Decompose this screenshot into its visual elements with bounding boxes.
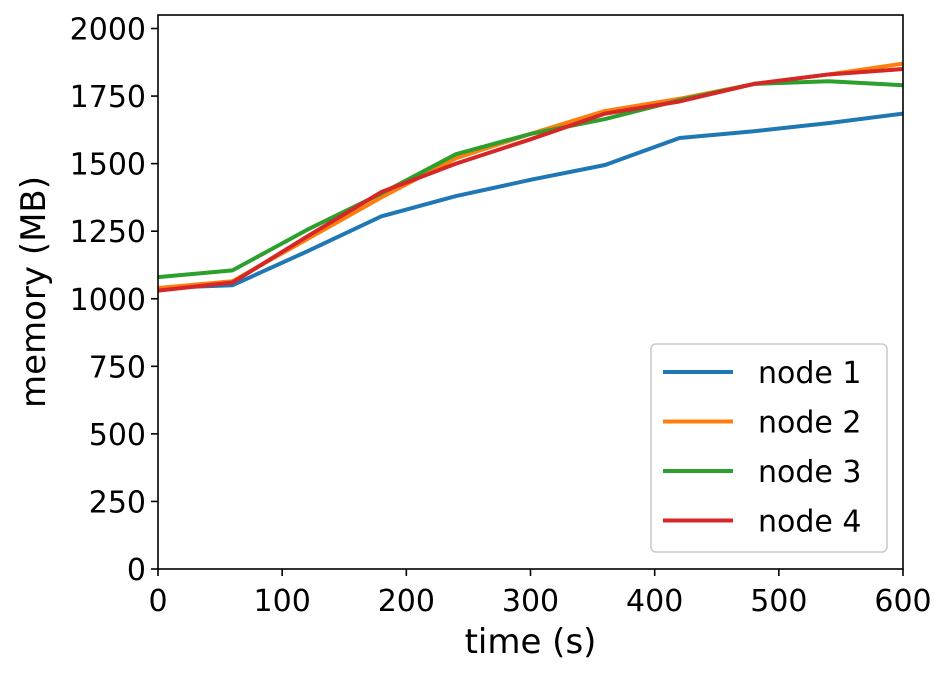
y-tick-label: 0 — [127, 553, 146, 588]
legend-label-node-4: node 4 — [758, 505, 862, 540]
y-axis-title: memory (MB) — [14, 176, 54, 408]
x-tick-label: 100 — [254, 584, 311, 619]
series-line-node-3 — [157, 79, 904, 280]
legend-label-node-3: node 3 — [758, 455, 862, 490]
series-lines — [157, 61, 904, 293]
y-tick-label: 1250 — [70, 215, 146, 250]
plot-frame — [157, 14, 904, 570]
y-tick-label: 2000 — [70, 13, 146, 48]
y-tick-label: 500 — [89, 418, 146, 453]
legend-label-node-1: node 1 — [758, 356, 862, 391]
legend-label-node-2: node 2 — [758, 406, 862, 441]
x-tick-label: 300 — [502, 584, 559, 619]
x-tick-label: 0 — [148, 584, 167, 619]
x-tick-label: 500 — [750, 584, 807, 619]
y-tick-label: 750 — [89, 350, 146, 385]
x-tick-label: 400 — [626, 584, 683, 619]
y-tick-label: 1000 — [70, 283, 146, 318]
series-line-node-1 — [157, 111, 904, 290]
x-tick-label: 600 — [874, 584, 931, 619]
y-axis-ticks: 0 250 500 750 1000 1250 1500 1750 2000 — [70, 13, 158, 588]
y-tick-label: 1500 — [70, 148, 146, 183]
series-line-node-4 — [157, 67, 904, 293]
y-tick-label: 1750 — [70, 80, 146, 115]
y-tick-label: 250 — [89, 485, 146, 520]
legend-box — [650, 343, 888, 553]
x-axis-title: time (s) — [465, 622, 597, 662]
legend: node 1 node 2 node 3 node 4 — [650, 343, 888, 553]
x-axis-ticks: 0 100 200 300 400 500 600 — [148, 569, 932, 619]
x-tick-label: 200 — [378, 584, 435, 619]
